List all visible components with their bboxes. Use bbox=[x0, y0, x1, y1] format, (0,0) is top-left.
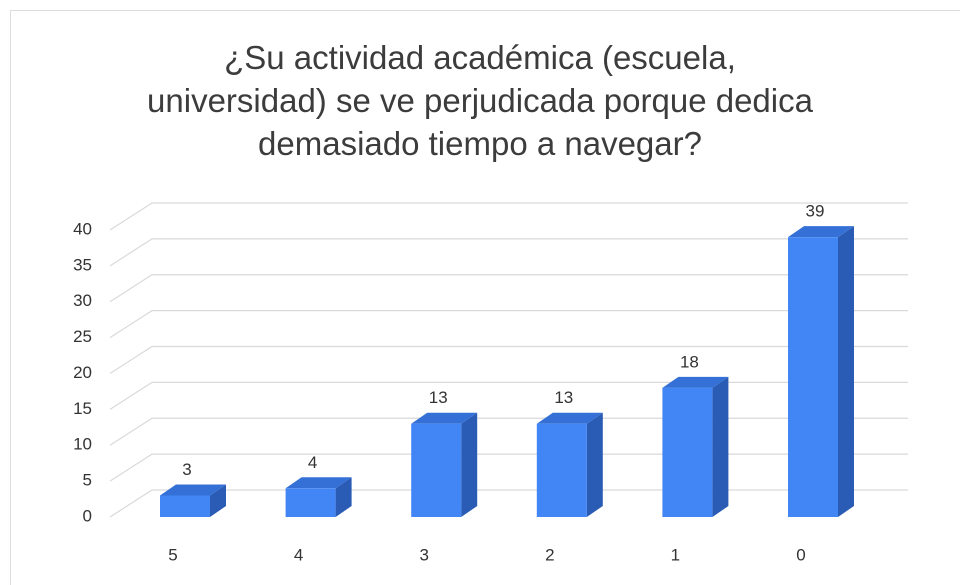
bar bbox=[536, 423, 587, 517]
y-tick-label: 35 bbox=[73, 255, 92, 274]
y-tick-label: 25 bbox=[73, 327, 92, 346]
bar-side bbox=[335, 477, 352, 517]
y-tick-label: 0 bbox=[83, 506, 92, 525]
x-tick-label: 5 bbox=[168, 545, 177, 564]
x-tick-label: 4 bbox=[294, 545, 303, 564]
y-tick-label: 30 bbox=[73, 291, 92, 310]
value-label: 13 bbox=[429, 388, 448, 407]
bar-top bbox=[160, 484, 226, 496]
bar-top bbox=[285, 477, 352, 489]
bar bbox=[788, 237, 838, 518]
value-label: 3 bbox=[182, 460, 191, 479]
bar-top bbox=[662, 376, 729, 388]
x-tick-label: 1 bbox=[671, 545, 680, 564]
grid-line bbox=[109, 381, 908, 410]
y-tick-label: 40 bbox=[73, 219, 92, 238]
chart-title: ¿Su actividad académica (escuela, univer… bbox=[147, 39, 813, 162]
value-label: 13 bbox=[554, 388, 573, 407]
bar bbox=[160, 495, 210, 517]
bar-side bbox=[712, 376, 729, 517]
bar-side bbox=[461, 412, 478, 517]
bar-side bbox=[210, 484, 226, 517]
grid-line bbox=[109, 453, 908, 482]
value-label: 39 bbox=[806, 202, 825, 221]
bar-side bbox=[838, 226, 854, 518]
frame bbox=[10, 10, 960, 585]
y-tick-label: 15 bbox=[73, 399, 92, 418]
x-tick-label: 0 bbox=[796, 545, 805, 564]
bar-top bbox=[411, 412, 478, 424]
y-tick-label: 10 bbox=[73, 435, 92, 454]
value-label: 18 bbox=[680, 352, 699, 371]
bar-top bbox=[536, 412, 603, 424]
bar bbox=[411, 423, 462, 517]
grid-line bbox=[109, 417, 908, 446]
grid-line bbox=[109, 202, 908, 231]
bar-side bbox=[586, 412, 603, 517]
grid-line bbox=[109, 489, 908, 518]
y-tick-label: 5 bbox=[83, 471, 92, 490]
bar bbox=[285, 488, 336, 517]
bar bbox=[662, 387, 713, 517]
y-tick-label: 20 bbox=[73, 363, 92, 382]
grid-line bbox=[109, 310, 908, 339]
x-tick-label: 3 bbox=[419, 545, 428, 564]
value-label: 4 bbox=[308, 453, 317, 472]
x-tick-label: 2 bbox=[545, 545, 554, 564]
grid-line bbox=[109, 238, 908, 267]
bar-top bbox=[788, 226, 854, 238]
grid-line bbox=[109, 274, 908, 303]
grid-line bbox=[109, 345, 908, 375]
